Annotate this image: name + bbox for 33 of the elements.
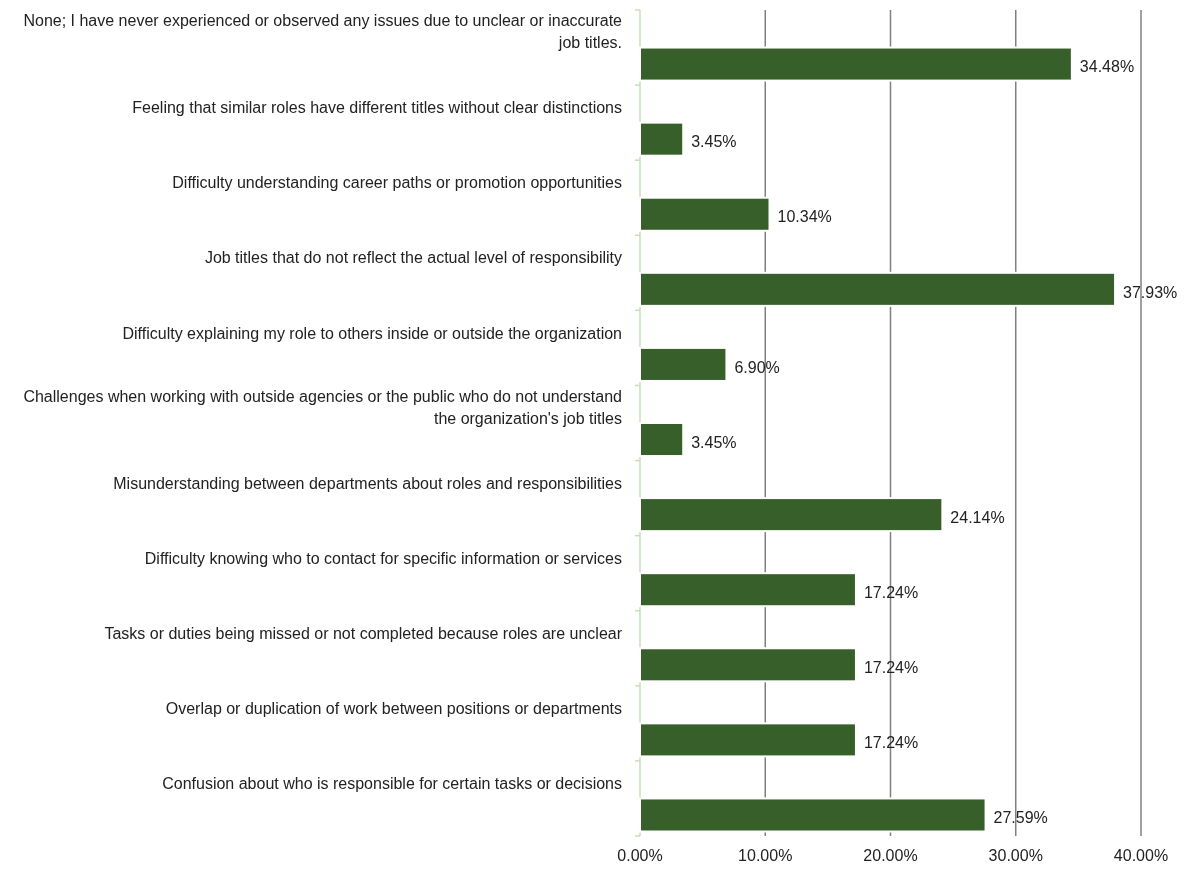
bar [639, 46, 1073, 82]
data-label: 10.34% [777, 208, 832, 226]
y-tick-label: Job titles that do not reflect the actual level of responsibility [204, 249, 622, 267]
bar [639, 196, 771, 232]
x-tick-label: 30.00% [988, 847, 1043, 864]
bar [639, 572, 857, 608]
bar [639, 346, 728, 382]
y-tick-label: Misunderstanding between departments about roles and responsibilities [113, 474, 622, 492]
data-label: 34.48% [1079, 58, 1135, 76]
bar [639, 722, 857, 758]
data-label: 24.14% [950, 508, 1005, 526]
bar [639, 121, 685, 157]
y-tick-label: Challenges when working with outside agencies or the public who do not understand the organization's job titles [23, 387, 622, 427]
y-tick-label: Difficulty knowing who to contact for specific information or services [144, 549, 622, 567]
x-tick-label: 40.00% [1113, 847, 1169, 864]
y-tick-label: Confusion about who is responsible for certain tasks or decisions [162, 775, 622, 793]
bar [639, 422, 685, 458]
bar [639, 497, 944, 533]
y-tick-label: Feeling that similar roles have different titles without clear distinctions [132, 99, 622, 117]
x-tick-label: 0.00% [617, 847, 663, 864]
y-tick-label: Difficulty understanding career paths or promotion opportunities [172, 174, 622, 192]
data-label: 37.93% [1123, 283, 1178, 301]
y-tick-label: Overlap or duplication of work between positions or departments [165, 700, 622, 718]
y-tick-label: Difficulty explaining my role to others inside or outside the organization [122, 324, 622, 342]
x-tick-label: 20.00% [863, 847, 918, 864]
bar [639, 271, 1117, 307]
data-label: 3.45% [691, 133, 737, 151]
y-tick-label: Tasks or duties being missed or not completed because roles are unclear [104, 624, 623, 642]
bar [639, 797, 987, 833]
bar [639, 647, 857, 683]
data-label: 3.45% [691, 433, 737, 451]
y-tick-label: None; I have never experienced or observed any issues due to unclear or inaccurate job titles. [23, 12, 623, 52]
x-tick-label: 10.00% [738, 847, 793, 864]
